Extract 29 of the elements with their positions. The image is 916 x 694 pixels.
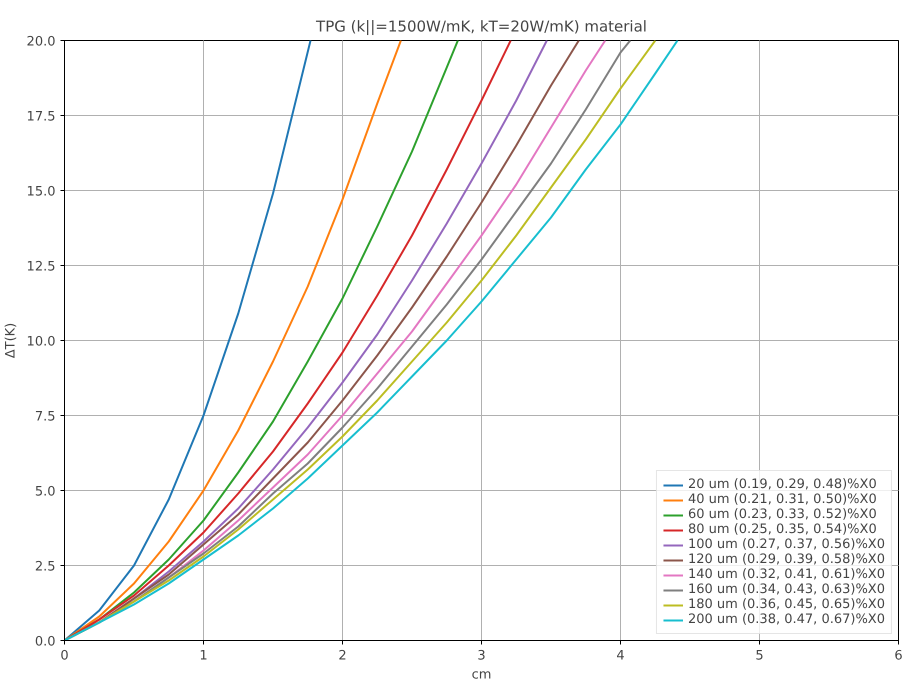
y-tick-label: 2.5 (34, 560, 56, 574)
legend-label: 180 um (0.36, 0.45, 0.65)%X0 (688, 597, 885, 612)
legend-label: 60 um (0.23, 0.33, 0.52)%X0 (688, 507, 877, 522)
y-tick-label: 5.0 (34, 484, 56, 500)
y-tick-label: 20.0 (26, 34, 56, 50)
y-tick-label: 12.5 (26, 260, 56, 274)
legend-label: 80 um (0.25, 0.35, 0.54)%X0 (688, 522, 877, 537)
x-tick-label: 5 (755, 648, 764, 664)
y-tick-label: 7.5 (34, 410, 56, 424)
x-axis-title: cm (472, 668, 492, 682)
legend-label: 20 um (0.19, 0.29, 0.48)%X0 (688, 477, 877, 492)
x-tick-label: 6 (894, 648, 903, 664)
legend-label: 100 um (0.27, 0.37, 0.56)%X0 (688, 537, 885, 552)
y-tick-label: 15.0 (26, 184, 56, 200)
legend-label: 200 um (0.38, 0.47, 0.67)%X0 (688, 612, 885, 627)
y-tick-label: 17.5 (26, 110, 56, 124)
x-tick-label: 1 (199, 648, 208, 664)
legend-label: 120 um (0.29, 0.39, 0.58)%X0 (688, 552, 885, 567)
x-tick-label: 3 (477, 648, 486, 664)
y-tick-label: 0.0 (34, 634, 56, 650)
legend-label: 40 um (0.21, 0.31, 0.50)%X0 (688, 492, 877, 507)
legend-label: 160 um (0.34, 0.43, 0.63)%X0 (688, 582, 885, 597)
y-tick-label: 10.0 (26, 334, 56, 350)
x-tick-label: 0 (60, 648, 69, 664)
y-axis-title: ΔT(K) (4, 322, 19, 358)
x-tick-label: 2 (338, 648, 347, 664)
chart-title: TPG (k||=1500W/mK, kT=20W/mK) material (315, 18, 647, 36)
legend-label: 140 um (0.32, 0.41, 0.61)%X0 (688, 567, 885, 582)
x-tick-label: 4 (616, 648, 625, 664)
